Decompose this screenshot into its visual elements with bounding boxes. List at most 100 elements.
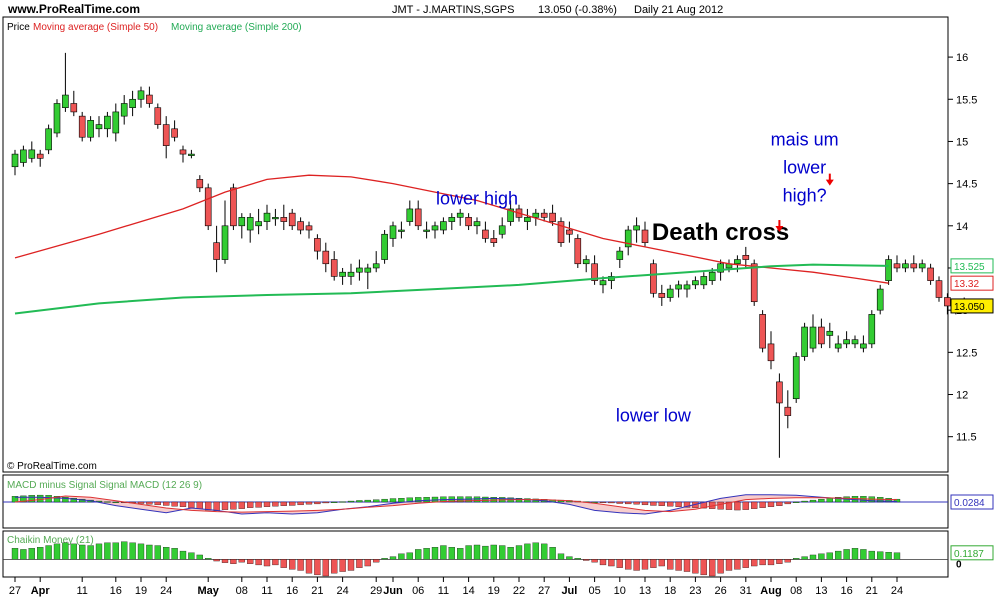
candle-body [818, 326, 825, 345]
candle-body [717, 263, 724, 273]
signal-line [14, 495, 898, 513]
candle-body [700, 276, 708, 286]
candle-body [431, 225, 439, 231]
chaikin-bar [146, 544, 153, 560]
chaikin-bar [70, 543, 77, 560]
chaikin-bar [599, 559, 607, 566]
candle-body [650, 263, 657, 294]
candle-body [465, 217, 472, 227]
macd-bar [885, 498, 892, 503]
chaikin-last-box [950, 545, 994, 561]
chaikin-bar [784, 559, 791, 563]
candle-body [339, 271, 346, 277]
axes: 11.51212.51313.51414.51515.51613.52513.3… [9, 52, 994, 597]
chaikin-bar [507, 547, 514, 560]
candle-body [230, 187, 237, 227]
arrow-head [825, 179, 834, 186]
chaikin-bar [851, 548, 859, 560]
chaikin-bar [331, 559, 338, 574]
chaikin-bar [667, 559, 674, 570]
chaikin-bar [406, 552, 413, 560]
macd-bar [776, 501, 783, 506]
macd-last-label: 0.0284 [954, 498, 985, 509]
candle-body [372, 263, 380, 269]
x-tick-label: 31 [740, 585, 752, 597]
candle-body [490, 238, 498, 243]
candle-body [524, 217, 531, 222]
chaikin-bar [415, 549, 422, 560]
legend-macd: MACD minus Signal Signal MACD (12 26 9) [7, 480, 202, 491]
x-tick-label: May [197, 585, 219, 597]
chaikin-bar [163, 547, 170, 560]
candle-body [381, 233, 388, 260]
chaikin-bar [650, 559, 657, 568]
candle-body [414, 208, 422, 227]
candle-body [692, 280, 699, 286]
candle-body [221, 225, 229, 260]
candle-body [675, 284, 682, 290]
x-tick-label: 18 [664, 585, 676, 597]
chaikin-bar [221, 559, 229, 563]
chaikin-bar [499, 545, 506, 560]
candle-body [330, 259, 338, 277]
candle-body [255, 221, 262, 227]
x-tick-label: 24 [891, 585, 903, 597]
quote: 13.050 (-0.38%) [538, 4, 617, 16]
macd-bar [104, 501, 111, 503]
chaikin-bar [373, 559, 380, 563]
candle-body [658, 292, 666, 298]
candle-body [179, 149, 187, 155]
candle-body [154, 107, 162, 125]
chaikin-bar [20, 549, 27, 560]
candle-body [868, 314, 876, 345]
chaikin-bar [709, 559, 716, 577]
candle-body [20, 149, 27, 163]
chaikin-bar [347, 559, 355, 571]
chaikin-bar [79, 544, 86, 560]
y-tick-label: 12 [956, 390, 968, 402]
candle-body [137, 90, 145, 100]
candle-body [213, 242, 220, 260]
macd-bar [809, 499, 817, 503]
macd-bar [238, 501, 245, 509]
candle-body [885, 259, 892, 281]
macd-bar [599, 501, 607, 503]
candle-body [750, 263, 758, 303]
chaikin-last-label: 0.1187 [954, 549, 984, 560]
candle-body [280, 217, 288, 222]
macd-bar [305, 501, 313, 505]
chaikin-bar [843, 549, 850, 560]
site-name[interactable]: www.ProRealTime.com [7, 2, 140, 16]
macd-bar [53, 496, 61, 503]
ma200-line [14, 263, 889, 315]
macd-bar [784, 501, 791, 505]
x-tick-label: 24 [336, 585, 348, 597]
candle-body [53, 103, 61, 134]
macd-bar [767, 501, 775, 507]
candle-body [45, 128, 52, 151]
candle-body [146, 94, 153, 104]
candle-body [641, 229, 649, 243]
chaikin-bar [364, 559, 371, 567]
candle-body [356, 267, 363, 273]
candle-body [616, 250, 624, 260]
price-plot [11, 52, 968, 458]
macd-bar [482, 496, 489, 503]
x-tick-label: 14 [462, 585, 474, 597]
macd-bar [179, 501, 187, 507]
candle-body [78, 115, 86, 138]
annotation-text: mais um [771, 130, 839, 150]
candle-body [574, 238, 582, 265]
legend-ma50: Moving average (Simple 50) [33, 22, 158, 33]
macd-bar [322, 501, 329, 504]
candle-body [893, 263, 901, 269]
candle-body [860, 343, 867, 349]
chaikin-bar [179, 550, 187, 560]
chaikin-bar [541, 543, 548, 560]
candle-body [591, 263, 598, 281]
candle-body [801, 326, 808, 357]
macd-bar [205, 501, 212, 511]
chaikin-bar [112, 542, 119, 560]
chaikin-bar [457, 548, 464, 560]
macd-bar [188, 501, 195, 508]
